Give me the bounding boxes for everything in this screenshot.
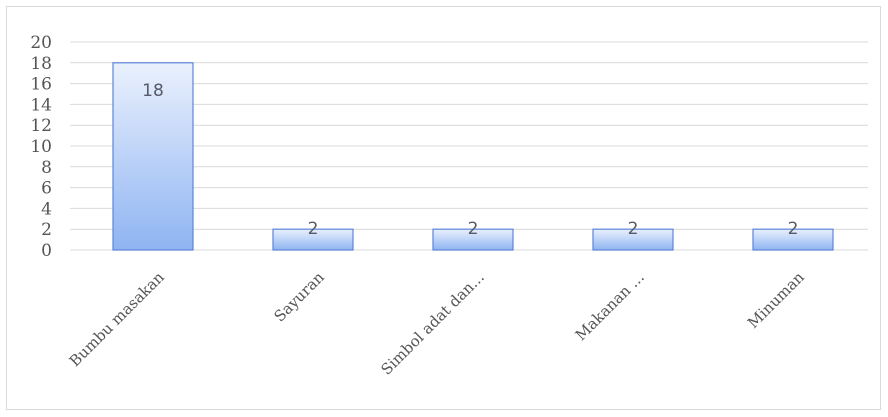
x-category-label: Simbol adat dan...	[377, 268, 488, 379]
y-tick-label: 14	[30, 95, 52, 115]
bars	[112, 62, 834, 251]
data-label: 2	[788, 219, 799, 239]
x-category-label: Sayuran	[270, 268, 328, 326]
y-tick-label: 6	[41, 179, 52, 199]
y-tick-label: 4	[41, 199, 52, 219]
x-category-label: Minuman	[744, 268, 808, 332]
y-tick-label: 10	[30, 137, 52, 157]
gridlines	[70, 41, 868, 251]
y-tick-label: 18	[30, 54, 52, 74]
y-tick-label: 8	[41, 158, 52, 178]
x-category-label: Makanan ...	[572, 268, 648, 344]
bar-0	[112, 62, 194, 251]
bar-4	[752, 228, 834, 251]
bar-3	[592, 228, 674, 251]
y-tick-label: 16	[30, 75, 52, 95]
data-label: 2	[468, 219, 479, 239]
data-labels: 18 2 2 2 2	[142, 81, 798, 239]
y-tick-label: 0	[41, 241, 52, 261]
x-category-label: Bumbu masakan	[66, 268, 168, 370]
bar-2	[432, 228, 514, 251]
y-tick-label: 20	[30, 33, 52, 53]
data-label: 2	[628, 219, 639, 239]
y-tick-label: 12	[30, 116, 52, 136]
x-axis: Bumbu masakan Sayuran Simbol adat dan... Ma…	[66, 268, 808, 379]
bar-1	[272, 228, 354, 251]
data-label: 18	[142, 81, 164, 101]
y-tick-label: 2	[41, 220, 52, 240]
data-label: 2	[308, 219, 319, 239]
